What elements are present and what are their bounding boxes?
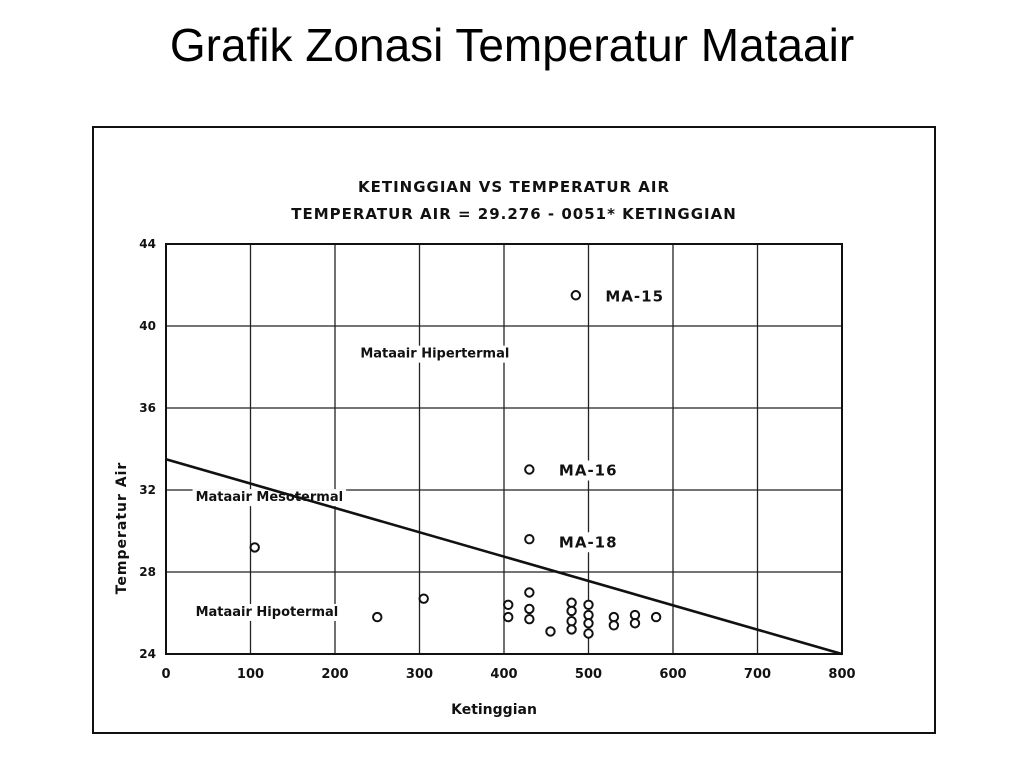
point-label-background xyxy=(555,460,621,481)
point-label: MA-16 xyxy=(559,462,618,480)
x-tick-label: 100 xyxy=(237,667,264,682)
y-axis-label: Temperatur Air xyxy=(114,461,130,595)
data-point xyxy=(629,618,641,629)
data-point xyxy=(650,611,662,623)
point-label-background xyxy=(555,532,621,553)
data-point xyxy=(583,628,594,639)
x-axis-label: Ketinggian xyxy=(451,702,537,718)
trend-line xyxy=(165,458,843,656)
point-label: MA-18 xyxy=(559,533,618,551)
zone-label-background xyxy=(357,345,513,363)
chart-figure: KETINGGIAN VS TEMPERATUR AIR TEMPERATUR … xyxy=(92,126,936,734)
x-tick-label: 600 xyxy=(659,667,686,682)
x-tick-label: 300 xyxy=(406,667,433,682)
data-point xyxy=(524,464,535,475)
data-point xyxy=(566,605,577,617)
data-point xyxy=(503,599,514,610)
x-tick-label: 700 xyxy=(744,667,771,682)
data-point xyxy=(570,290,582,301)
data-point xyxy=(608,620,620,631)
zone-label: Mataair Mesotermal xyxy=(196,490,344,505)
data-point xyxy=(545,626,556,637)
data-point xyxy=(524,534,535,545)
data-point xyxy=(629,609,641,621)
data-point xyxy=(503,611,514,623)
data-point xyxy=(566,616,577,627)
data-point xyxy=(583,599,594,610)
zone-label: Mataair Hipotermal xyxy=(196,605,339,620)
data-point xyxy=(524,613,535,625)
y-tick-label: 32 xyxy=(139,483,156,497)
data-point xyxy=(583,609,594,621)
slide-title: Grafik Zonasi Temperatur Mataair xyxy=(169,19,855,71)
chart-subtitle: TEMPERATUR AIR = 29.276 - 0051* KETINGGI… xyxy=(291,205,737,223)
point-label: MA-15 xyxy=(605,287,664,305)
scatter-plot: 0 100 200 300 400 500 600 700 800 24 28 32 36 40 44 Mat… xyxy=(139,237,855,682)
y-tick-label: 40 xyxy=(139,319,156,333)
data-point xyxy=(583,618,594,629)
data-point xyxy=(249,542,260,553)
zone-label: Mataair Hipertermal xyxy=(360,347,509,362)
data-point xyxy=(372,611,383,623)
y-tick-label: 28 xyxy=(139,565,156,579)
x-tick-label: 0 xyxy=(161,667,170,682)
data-point xyxy=(418,593,429,604)
y-tick-label: 44 xyxy=(139,237,156,251)
data-point xyxy=(524,587,535,598)
data-point xyxy=(524,603,535,615)
chart-title: KETINGGIAN VS TEMPERATUR AIR xyxy=(357,178,671,196)
x-tick-label: 200 xyxy=(321,667,348,682)
zone-label-background xyxy=(192,489,347,507)
data-point xyxy=(608,611,620,623)
plot-frame xyxy=(165,243,843,655)
x-tick-label: 500 xyxy=(575,667,602,682)
x-tick-label: 800 xyxy=(828,667,855,682)
data-point xyxy=(566,597,577,608)
point-label-background xyxy=(602,286,668,307)
y-tick-label: 36 xyxy=(139,401,156,415)
y-tick-label: 24 xyxy=(139,647,156,661)
zone-label-background xyxy=(192,603,342,621)
x-tick-label: 400 xyxy=(490,667,517,682)
data-point xyxy=(566,624,577,635)
